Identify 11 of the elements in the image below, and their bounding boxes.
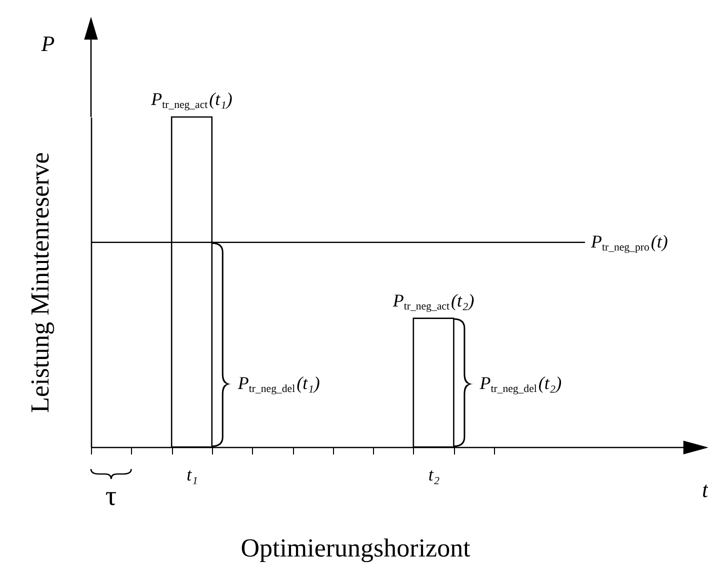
annotation: P$_{tr_neg_del}$(t₁) [236, 373, 320, 395]
x-axis-title: Optimierungshorizont [240, 534, 472, 562]
ref-line-label: P$_{tr_neg_pro}$(t) [590, 231, 668, 254]
annotation: P$_{tr_neg_del}$(t₂) [478, 373, 562, 395]
x-tick-label: t₁ [186, 464, 198, 484]
annotation: P$_{tr_neg_act}$(t₁) [150, 89, 232, 111]
annotation: P$_{tr_neg_act}$(t₂) [392, 290, 474, 312]
y-axis-title: Leistung Minutenreserve [26, 152, 54, 413]
x-tick-label: t₂ [428, 464, 440, 484]
text: τ [105, 481, 117, 512]
text: P [40, 31, 55, 56]
